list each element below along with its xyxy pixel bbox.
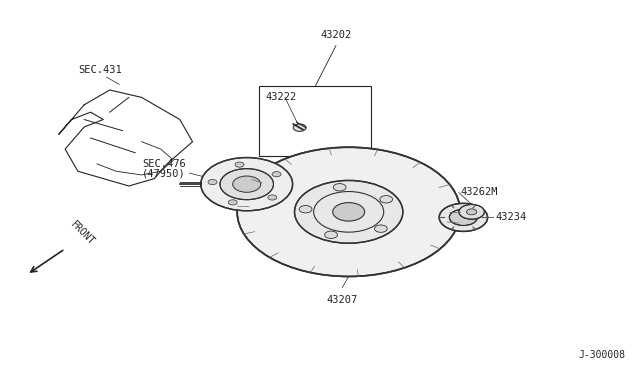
Circle shape (300, 205, 312, 213)
Text: 43234: 43234 (495, 212, 527, 222)
Circle shape (333, 184, 346, 191)
Circle shape (208, 179, 217, 185)
Circle shape (333, 203, 365, 221)
Text: (47950): (47950) (142, 169, 186, 179)
Circle shape (449, 209, 477, 225)
Text: 43207: 43207 (326, 295, 358, 305)
Circle shape (235, 162, 244, 167)
Text: 43202: 43202 (320, 30, 351, 40)
Circle shape (294, 180, 403, 243)
Circle shape (233, 176, 260, 192)
Circle shape (220, 169, 273, 200)
Text: SEC.476: SEC.476 (142, 159, 186, 169)
Text: SEC.431: SEC.431 (78, 65, 122, 75)
Circle shape (439, 203, 488, 231)
Circle shape (228, 200, 237, 205)
Circle shape (459, 205, 484, 219)
Text: J-300008: J-300008 (579, 350, 626, 359)
Text: FRONT: FRONT (68, 219, 96, 247)
Text: 43222: 43222 (266, 92, 297, 102)
Circle shape (201, 158, 292, 211)
Circle shape (324, 231, 337, 238)
Text: 43262M: 43262M (460, 186, 498, 196)
Circle shape (237, 147, 460, 276)
Circle shape (268, 195, 276, 200)
Circle shape (380, 196, 392, 203)
Circle shape (293, 124, 306, 131)
Circle shape (467, 209, 477, 215)
Circle shape (272, 171, 281, 177)
Circle shape (374, 225, 387, 232)
